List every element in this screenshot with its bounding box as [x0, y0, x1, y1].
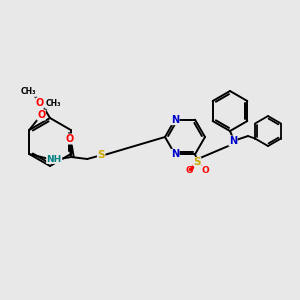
Text: N: N	[171, 115, 179, 125]
Text: CH₃: CH₃	[46, 100, 61, 109]
Text: S: S	[193, 157, 201, 167]
Text: O: O	[65, 134, 73, 144]
Text: N: N	[229, 136, 237, 146]
Text: O: O	[201, 166, 209, 175]
Text: CH₃: CH₃	[20, 88, 36, 97]
Text: NH: NH	[46, 154, 62, 164]
Text: O: O	[185, 166, 193, 175]
Text: O: O	[37, 110, 45, 120]
Text: N: N	[171, 149, 179, 159]
Text: O: O	[36, 98, 44, 108]
Text: S: S	[98, 150, 105, 160]
